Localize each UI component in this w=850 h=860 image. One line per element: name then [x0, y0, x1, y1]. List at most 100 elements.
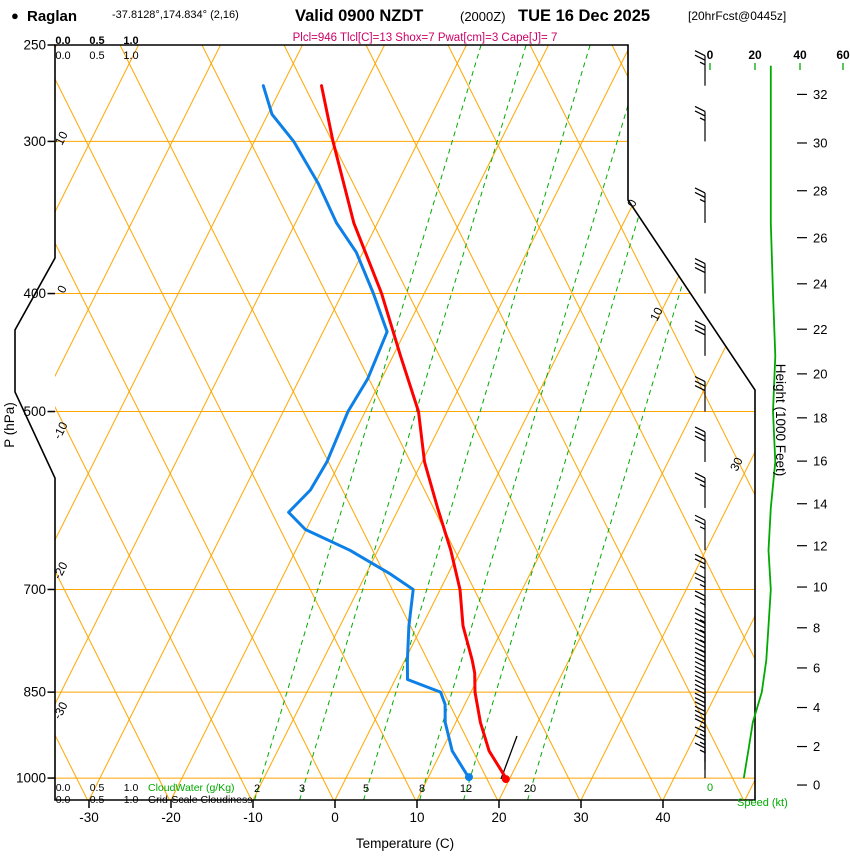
cloudwater-scale-bottom: 0.5	[90, 782, 105, 794]
dry-adiabat-line	[529, 45, 755, 800]
valid-date: TUE 16 Dec 2025	[518, 7, 650, 25]
mixing-ratio-label: 3	[299, 783, 305, 795]
temperature-tick-label: 0	[331, 810, 339, 825]
dry-adiabat-line	[365, 45, 744, 800]
mixing-ratio-line	[299, 45, 527, 800]
height-tick-label: 20	[813, 366, 827, 381]
plot-boundary	[14, 44, 756, 801]
isotherm-line	[334, 45, 713, 800]
isotherm-line	[498, 45, 755, 800]
dry-adiabat-line	[283, 45, 662, 800]
temperature-tick-label: 10	[409, 810, 424, 825]
height-tick-label: 26	[813, 230, 827, 245]
isotherm-line	[55, 45, 221, 800]
mixing-ratio-line	[463, 45, 691, 800]
height-tick-label: 6	[813, 661, 820, 676]
wind-barb	[694, 553, 706, 590]
mixing-ratio-label: 12	[460, 783, 472, 795]
height-tick-label: 28	[813, 183, 827, 198]
temperature-tick-label: 30	[573, 810, 588, 825]
cloudwater-scale-bottom: 1.0	[124, 782, 139, 794]
isotherm-line	[662, 45, 755, 800]
pressure-tick-label: 1000	[16, 771, 46, 786]
speed-tick-label: 0	[707, 48, 714, 62]
height-tick-label: 4	[813, 700, 820, 715]
isotherm-line	[55, 45, 385, 800]
cloudiness-scale-bottom: 0.5	[90, 794, 105, 806]
isotherm-label: 0	[624, 197, 640, 210]
surface-temperature-dot	[501, 775, 510, 784]
height-tick-label: 14	[813, 496, 827, 511]
cloudiness-scale-bottom: 0.0	[56, 794, 71, 806]
pressure-tick-label: 850	[23, 685, 46, 700]
isotherm-line	[88, 45, 467, 800]
wind-speed-curve	[742, 65, 777, 779]
forecast-lead: [20hrFcst@0445z]	[688, 9, 786, 23]
surface-dewpoint-dot	[464, 773, 473, 782]
isotherm-label: -10	[50, 419, 70, 441]
cloudiness-scale-top: 0.0	[55, 50, 70, 62]
station-coords: -37.8128°,174.834° (2,16)	[112, 9, 239, 21]
mixing-ratio-label: 2	[254, 783, 260, 795]
wind-barb	[694, 637, 706, 674]
valid-time: Valid 0900 NZDT	[295, 7, 423, 25]
pressure-tick-label: 500	[23, 404, 46, 419]
height-tick-label: 0	[813, 778, 820, 793]
dry-adiabat-line	[55, 45, 252, 800]
height-tick-label: 18	[813, 410, 827, 425]
speed-axis-title: Speed (kt)	[737, 797, 788, 809]
cloudwater-scale-top: 0.0	[55, 35, 70, 47]
wind-barb	[694, 472, 706, 508]
cloudiness-scale-top: 0.5	[89, 50, 104, 62]
temperature-tick-label: 20	[491, 810, 506, 825]
mixing-ratio-line	[254, 45, 482, 800]
cloudiness-legend: Grid-Scale Cloudiness	[148, 794, 252, 806]
pressure-tick-label: 400	[23, 286, 46, 301]
height-axis-title: Height (1000 Feet)	[773, 364, 788, 477]
speed-tick-label: 40	[793, 48, 807, 62]
wind-barb	[694, 50, 706, 86]
cloudwater-legend: CloudWater (g/Kg)	[148, 782, 235, 794]
wind-barb	[694, 375, 706, 412]
height-tick-label: 12	[813, 538, 827, 553]
isotherm-label: -30	[50, 699, 70, 721]
sounding-profiles	[261, 84, 518, 784]
cloudwater-scale-bottom: 0.0	[56, 782, 71, 794]
isotherm-line	[580, 45, 755, 800]
station-bullet-icon: ●	[11, 8, 19, 23]
isotherm-line	[55, 45, 139, 800]
height-tick-label: 24	[813, 276, 827, 291]
height-tick-label: 8	[813, 620, 820, 635]
speed-axis-bottom-tick: 0	[707, 782, 713, 794]
dry-adiabat-line	[55, 45, 334, 800]
dry-adiabat-line	[119, 45, 498, 800]
wind-barb	[694, 742, 706, 779]
dry-adiabat-line	[447, 45, 755, 800]
wind-barb	[694, 187, 706, 223]
wind-barb	[694, 734, 706, 771]
pressure-axis-title: P (hPa)	[2, 402, 17, 448]
height-tick-label: 22	[813, 322, 827, 337]
height-tick-label: 30	[813, 136, 827, 151]
height-tick-label: 32	[813, 87, 827, 102]
height-tick-label: 10	[813, 580, 827, 595]
temperature-tick-label: -10	[243, 810, 263, 825]
isotherm-label: 10	[647, 305, 666, 324]
height-tick-label: 16	[813, 454, 827, 469]
temperature-tick-label: -20	[161, 810, 181, 825]
mixing-ratio-label: 8	[419, 783, 425, 795]
wind-barb	[694, 320, 706, 356]
isotherm-line	[55, 45, 303, 800]
dry-adiabat-line	[55, 45, 416, 800]
mixing-ratio-line	[419, 45, 647, 800]
pressure-tick-label: 700	[23, 582, 46, 597]
wind-barb	[694, 426, 706, 462]
mixing-ratio-label: 20	[524, 783, 536, 795]
temperature-tick-label: 40	[655, 810, 670, 825]
wind-barb	[694, 514, 706, 551]
wind-speed-line	[742, 65, 777, 779]
isotherm-label: 30	[727, 455, 746, 474]
